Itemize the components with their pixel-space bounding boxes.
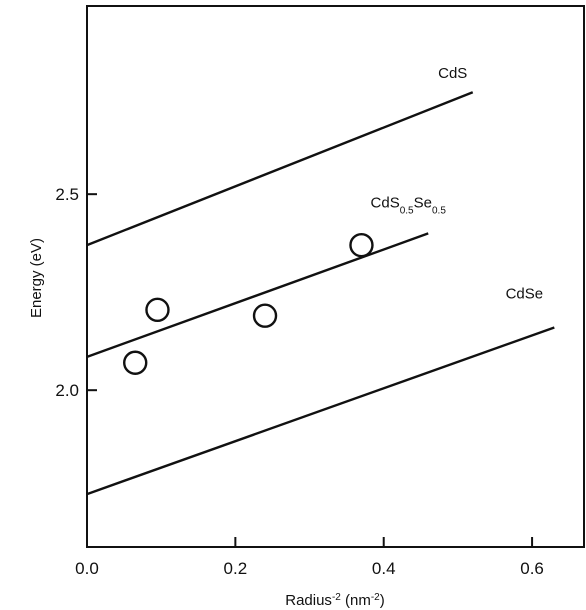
series-label: CdSe — [506, 285, 544, 302]
series-lines — [86, 91, 555, 496]
data-point — [123, 350, 148, 375]
x-tick-label: 0.6 — [520, 559, 544, 578]
plot-border — [86, 5, 585, 548]
tick-marks — [86, 193, 534, 547]
series-label: CdS0.5Se0.5 — [371, 194, 447, 216]
x-axis-label-unit-close: ) — [380, 592, 385, 609]
y-tick-label: 2.5 — [55, 185, 79, 204]
y-tick-label: 2.0 — [55, 381, 79, 400]
x-axis-label: Radius-2 (nm-2) — [285, 592, 385, 610]
series-line — [86, 91, 474, 247]
tick-labels: 0.0 0.2 0.4 0.6 2.0 2.5 — [55, 185, 544, 578]
y-axis-label: Energy (eV) — [28, 238, 45, 318]
x-tick-label: 0.2 — [224, 559, 248, 578]
series-line — [86, 232, 429, 358]
x-tick-label: 0.4 — [372, 559, 396, 578]
series-line — [86, 326, 555, 496]
x-axis-label-main: Radius — [285, 592, 332, 609]
data-points — [123, 232, 374, 375]
series-label: CdS — [438, 65, 467, 82]
data-point — [252, 303, 278, 328]
plot-frame — [86, 5, 585, 548]
x-axis-label-sup: -2 — [332, 592, 341, 603]
x-axis-label-unit-sup: -2 — [371, 592, 380, 603]
x-tick-label: 0.0 — [75, 559, 99, 578]
series-labels: CdS CdS0.5Se0.5 CdSe — [371, 65, 544, 302]
data-point — [145, 297, 170, 323]
x-axis-label-unit-open: (nm — [341, 592, 371, 609]
data-point — [349, 232, 374, 258]
